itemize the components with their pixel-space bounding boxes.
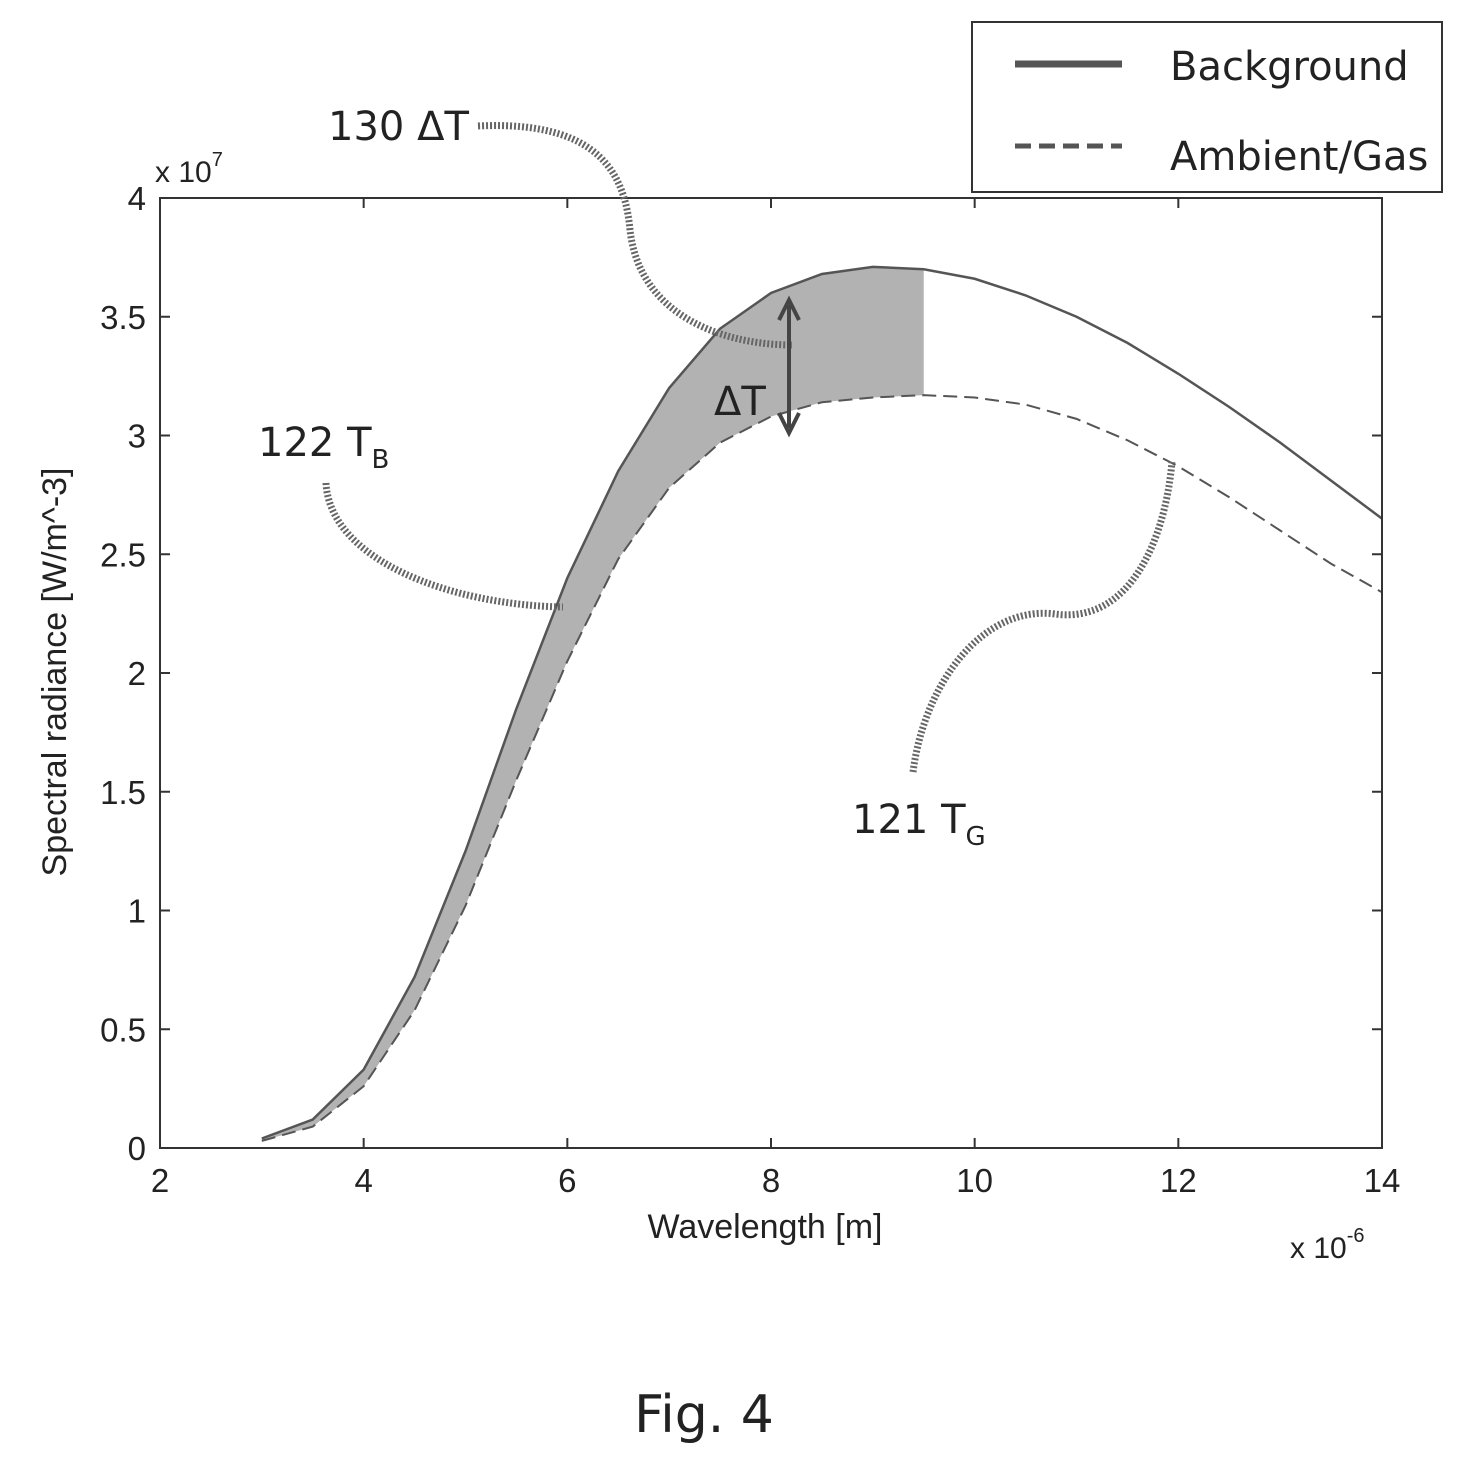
annotation-delta-t: ΔT: [714, 379, 766, 425]
x-tick-label: 14: [1364, 1162, 1401, 1199]
leader-line-121: [909, 461, 1176, 773]
x-tick-label: 12: [1160, 1162, 1197, 1199]
x-tick-label: 8: [762, 1162, 780, 1199]
annotation-130: 130 ΔT: [328, 104, 469, 150]
x-axis-label: Wavelength [m]: [648, 1208, 883, 1246]
y-tick-label: 0: [128, 1130, 146, 1167]
delta-t-arrowhead-down: [777, 412, 801, 438]
tick-layer: 2 4 6 8 10 12 14 0 0.5 1 1.5 2 2.5 3 3.5 4: [100, 180, 1400, 1199]
delta-t-arrowhead-up: [777, 295, 801, 321]
y-axis-label: Spectral radiance [W/m^-3]: [36, 468, 74, 877]
y-tick-label: 3: [128, 418, 146, 455]
y-tick-label: 3.5: [100, 299, 146, 336]
y-tick-label: 0.5: [100, 1011, 146, 1048]
y-tick-label: 2.5: [100, 536, 146, 573]
y-tick-label: 4: [128, 180, 146, 217]
x-tick-label: 10: [956, 1162, 993, 1199]
x-tick-label: 2: [151, 1162, 169, 1199]
y-tick-label: 1.5: [100, 774, 146, 811]
legend-label-background: Background: [1170, 44, 1409, 90]
x-exponent-label: x 10-6: [1290, 1225, 1365, 1265]
leader-line-130: [477, 122, 793, 349]
annotation-121: 121 TG: [852, 797, 986, 852]
leader-line-122: [322, 482, 564, 611]
figure-caption: Fig. 4: [634, 1385, 774, 1445]
series-line-ambient-gas: [261, 394, 1383, 1142]
delta-region-layer: [261, 266, 924, 1141]
series-line-background: [261, 265, 1383, 1140]
y-tick-label: 1: [128, 893, 146, 930]
annotation-122: 122 TB: [258, 420, 389, 475]
delta-t-shaded-region: [261, 266, 924, 1141]
x-tick-label: 6: [558, 1162, 576, 1199]
legend: Background Ambient/Gas: [971, 21, 1443, 193]
series-layer: [261, 265, 1383, 1142]
legend-label-ambient: Ambient/Gas: [1170, 134, 1428, 180]
y-exponent-label: x 107: [155, 149, 223, 189]
y-tick-label: 2: [128, 655, 146, 692]
legend-box: [971, 21, 1443, 193]
x-tick-label: 4: [354, 1162, 372, 1199]
